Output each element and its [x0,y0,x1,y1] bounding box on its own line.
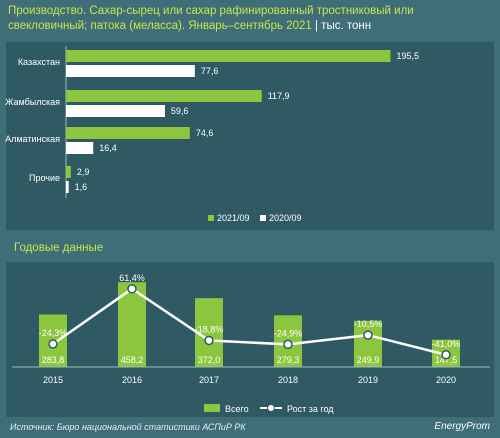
bar-2020-09 [66,181,69,193]
bar-2021-09 [66,127,190,139]
annual-combo-chart: 283,8 2015 458,2 2016 372,0 2017 279,3 2018 249,… [12,273,490,414]
category-label: Прочие [29,173,60,183]
x-tick-label: 2016 [122,375,142,385]
growth-point [204,335,214,346]
legend-swatch [208,215,214,221]
growth-label: -41,0% [432,339,461,349]
data-label: 16,4 [99,143,117,153]
x-tick-label: 2018 [278,375,298,385]
bar-2020-09 [66,105,165,117]
data-label: 195,5 [397,51,420,61]
unit-label: | тыс. тонн [315,20,372,32]
regions-bar-chart: Казахстан 195,5 77,6 Жамбылская 117,9 59,6 Алм… [5,46,420,223]
column-value-label: 279,3 [277,355,300,365]
data-label: 74,6 [196,128,214,138]
column-value-label: 372,0 [198,355,221,365]
growth-point [363,330,373,340]
x-tick-label: 2019 [358,375,378,385]
chart-title: Производство. Сахар-сырец или сахар рафи… [8,4,494,34]
data-label: 1,6 [75,182,88,192]
growth-point [48,339,58,349]
bar-2021-09 [66,166,71,178]
growth-label: -24,9% [274,328,303,338]
legend-swatch [260,215,266,221]
growth-point [441,350,451,360]
category-label: Казахстан [18,57,60,67]
growth-line [52,287,447,356]
category-label: Жамбылская [5,97,60,107]
annual-section-title: Годовые данные [14,242,104,254]
data-label: 77,6 [201,66,219,76]
energyprom-logo: EnergyProm [434,421,490,432]
legend-label: 2020/09 [269,213,302,223]
column-value-label: 249,9 [357,355,380,365]
bar-2021-09 [66,50,391,62]
bar-2020-09 [66,142,94,154]
legend-marker [267,404,275,412]
category-label: Алматинская [5,134,60,144]
column-value-label: 147,5 [435,355,458,365]
growth-point [127,284,137,294]
source-note: Источник: Бюро национальной статистики А… [10,422,246,432]
growth-label: -10,5% [354,319,383,329]
legend-label: Всего [225,404,249,414]
growth-point [283,339,293,350]
legend-label: 2021/09 [217,213,250,223]
growth-label: -18,8% [195,324,224,334]
x-tick-label: 2020 [436,375,456,385]
legend-swatch [204,404,220,412]
column-bar [195,298,223,367]
annual-panel [6,262,494,417]
bar-2021-09 [66,90,262,102]
bar-2020-09 [66,65,195,77]
title-text: Производство. Сахар-сырец или сахар рафи… [8,5,414,32]
column-bar [354,320,382,367]
legend-label: Рост за год [287,404,334,414]
growth-label: 61,4% [119,273,145,283]
x-tick-label: 2017 [199,375,219,385]
column-value-label: 283,8 [42,355,65,365]
column-value-label: 458,2 [121,355,144,365]
data-label: 117,9 [268,91,290,101]
data-label: 2,9 [77,167,90,177]
data-label: 59,6 [171,106,189,116]
x-tick-label: 2015 [43,375,63,385]
growth-label: -24,3% [39,328,68,338]
